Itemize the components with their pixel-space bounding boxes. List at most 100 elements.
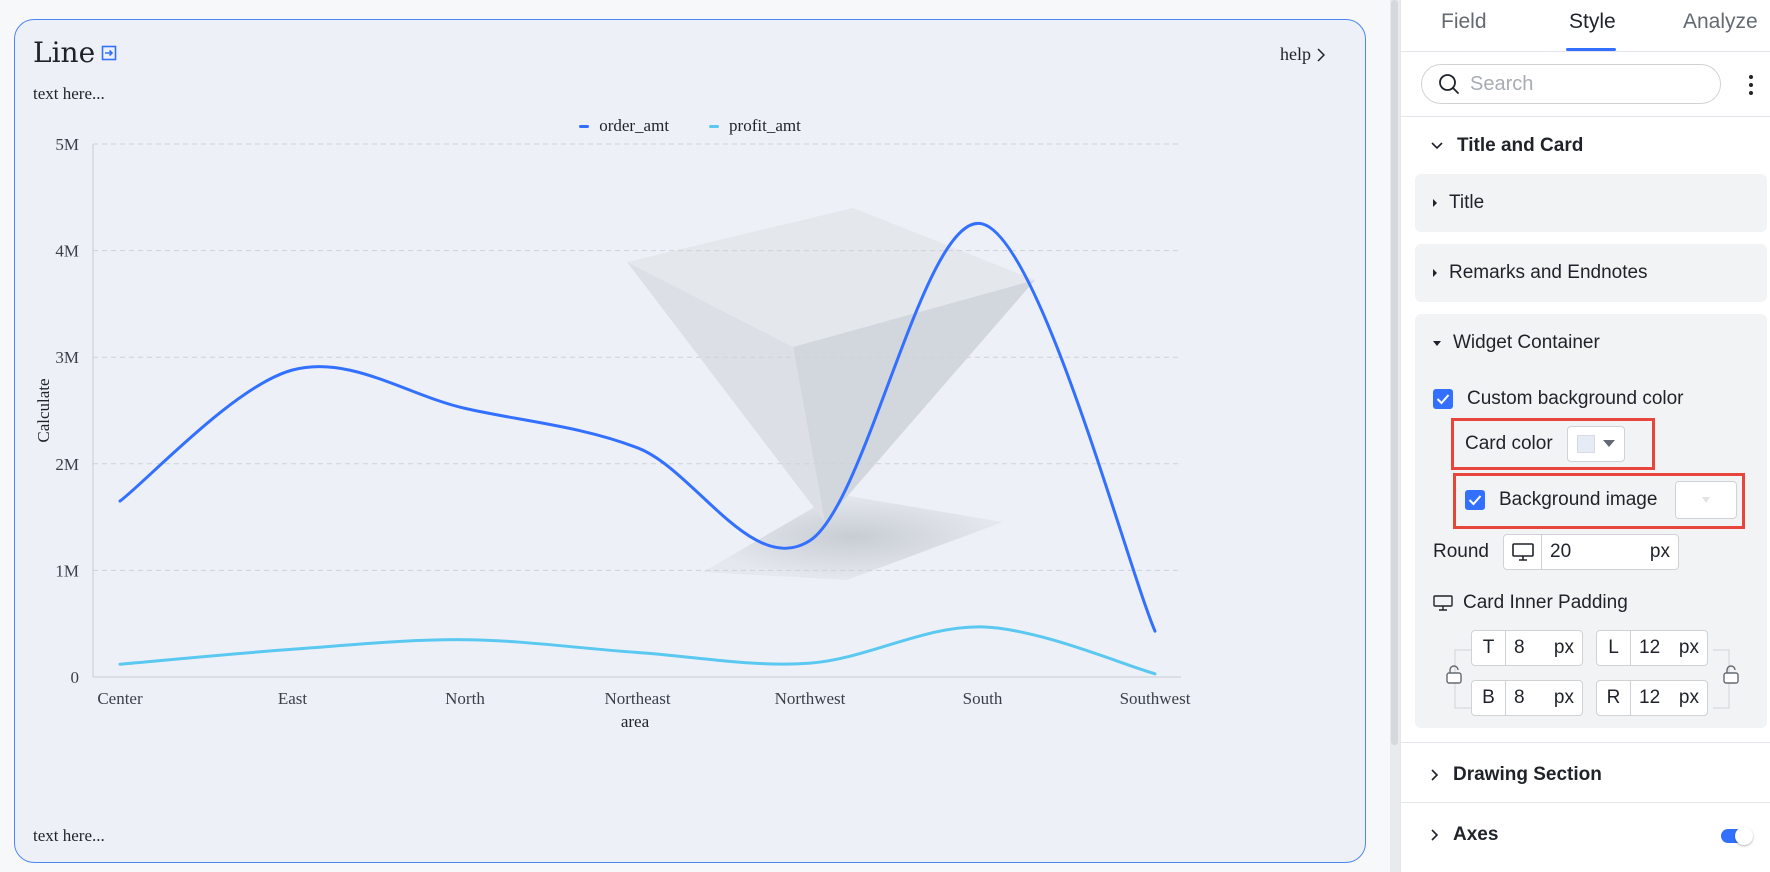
canvas-scrollbar[interactable] [1391, 0, 1398, 745]
section-axes[interactable]: Axes [1431, 824, 1498, 846]
padding-bottom-input[interactable]: B 8 px [1471, 680, 1583, 716]
y-tick-label: 5M [55, 135, 79, 154]
chart-legend: order_amt profit_amt [15, 116, 1365, 136]
padding-top-input[interactable]: T 8 px [1471, 630, 1583, 666]
x-tick-label: Center [97, 689, 143, 708]
x-tick-label: Southwest [1120, 689, 1191, 708]
highlight-background-image [1453, 473, 1745, 529]
round-input[interactable]: 20 px [1503, 534, 1679, 570]
chevron-right-icon [1317, 47, 1325, 62]
section-drawing[interactable]: Drawing Section [1431, 764, 1602, 786]
card-color-label: Card color [1465, 433, 1553, 454]
group-title[interactable]: Title [1415, 174, 1767, 232]
tab-field[interactable]: Field [1441, 10, 1487, 33]
tab-analyze[interactable]: Analyze [1683, 10, 1758, 33]
padding-right-input[interactable]: R 12 px [1596, 680, 1708, 716]
image-thumbnail-icon [1702, 497, 1711, 503]
lock-right-icon[interactable] [1721, 663, 1741, 685]
section-divider [1401, 802, 1770, 803]
card-background-image [627, 208, 1035, 580]
check-icon [1468, 495, 1482, 506]
search-box[interactable] [1421, 64, 1721, 104]
card-remark: text here... [33, 84, 105, 103]
round-value: 20 [1550, 541, 1572, 562]
search-input[interactable] [1470, 72, 1710, 96]
background-image-checkbox[interactable] [1465, 490, 1485, 510]
padding-right-value: 12 [1639, 687, 1661, 708]
x-tick-label: Northeast [604, 689, 670, 708]
chevron-right-icon [1431, 829, 1439, 841]
group-remarks-head[interactable]: Remarks and Endnotes [1433, 262, 1648, 284]
x-axis-title: area [621, 712, 650, 731]
round-row: Round 20 px [1433, 534, 1679, 570]
help-label: help [1280, 44, 1311, 64]
group-title-head[interactable]: Title [1433, 192, 1484, 214]
chart-card[interactable]: 0 1M 2M 3M 4M 5M Center East North Northeast North… [14, 19, 1366, 863]
tab-style[interactable]: Style [1569, 10, 1616, 33]
section-label: Title and Card [1457, 135, 1584, 156]
panel-tabs: Field Style Analyze [1401, 0, 1770, 52]
custom-bg-color-checkbox[interactable] [1433, 389, 1453, 409]
series-line-order-amt [118, 222, 1157, 633]
active-tab-indicator [1566, 48, 1616, 51]
legend-swatch [709, 124, 720, 128]
card-color-row: Card color [1465, 426, 1625, 462]
panel-divider [1401, 116, 1770, 117]
legend-label: profit_amt [729, 116, 801, 135]
card-inner-padding-row: Card Inner Padding [1433, 592, 1628, 614]
section-label: Axes [1453, 824, 1499, 845]
y-tick-label: 3M [55, 348, 79, 367]
padding-unit: px [1553, 637, 1574, 658]
style-panel: Field Style Analyze Title and Card Title… [1400, 0, 1770, 872]
section-label: Drawing Section [1453, 764, 1602, 785]
highlight-card-color [1451, 418, 1655, 470]
y-tick-label: 4M [55, 242, 79, 261]
card-title: Line [33, 36, 117, 69]
padding-right-label: R [1597, 681, 1631, 715]
padding-unit: px [1678, 687, 1699, 708]
y-axis-title: Calculate [34, 378, 53, 442]
padding-left-label: L [1597, 631, 1631, 665]
series-line-profit-amt [118, 625, 1157, 676]
legend-item-order-amt[interactable]: order_amt [579, 116, 669, 136]
group-label: Remarks and Endnotes [1449, 262, 1648, 283]
card-color-picker[interactable] [1566, 426, 1625, 462]
round-device-icon-box [1504, 535, 1542, 569]
section-title-and-card[interactable]: Title and Card [1431, 135, 1583, 157]
pyramid-shadow-shape [703, 494, 1003, 580]
lock-left-icon[interactable] [1444, 663, 1464, 685]
custom-bg-color-row: Custom background color [1433, 388, 1684, 410]
legend-swatch [579, 124, 590, 128]
padding-bottom-value: 8 [1514, 687, 1525, 708]
canvas-area: 0 1M 2M 3M 4M 5M Center East North Northeast North… [14, 19, 1366, 863]
background-image-label: Background image [1499, 489, 1658, 510]
pyramid-left-face [627, 262, 825, 522]
round-label: Round [1433, 541, 1489, 562]
check-icon [1436, 394, 1450, 405]
y-tick-label: 0 [71, 668, 80, 687]
help-link[interactable]: help [1280, 44, 1325, 65]
round-unit: px [1649, 541, 1670, 562]
padding-left-input[interactable]: L 12 px [1596, 630, 1708, 666]
group-remarks[interactable]: Remarks and Endnotes [1415, 244, 1767, 302]
line-chart: 0 1M 2M 3M 4M 5M Center East North Northeast North… [34, 135, 1191, 731]
padding-top-value: 8 [1514, 637, 1525, 658]
axes-toggle[interactable] [1721, 827, 1753, 845]
caret-down-icon [1602, 440, 1615, 447]
legend-item-profit-amt[interactable]: profit_amt [709, 116, 801, 136]
monitor-icon [1511, 543, 1534, 561]
monitor-icon [1433, 595, 1453, 611]
card-title-text: Line [33, 36, 96, 69]
group-widget-container-head[interactable]: Widget Container [1433, 332, 1600, 354]
legend-label: order_amt [599, 116, 670, 135]
padding-unit: px [1553, 687, 1574, 708]
background-image-upload[interactable] [1675, 481, 1738, 519]
x-tick-label: East [278, 689, 308, 708]
caret-right-icon [1433, 269, 1437, 277]
color-swatch [1576, 435, 1595, 453]
group-label: Title [1449, 192, 1485, 213]
group-label: Widget Container [1453, 332, 1600, 353]
export-icon[interactable] [101, 45, 117, 61]
more-options-icon[interactable] [1741, 70, 1761, 100]
padding-bottom-label: B [1472, 681, 1506, 715]
